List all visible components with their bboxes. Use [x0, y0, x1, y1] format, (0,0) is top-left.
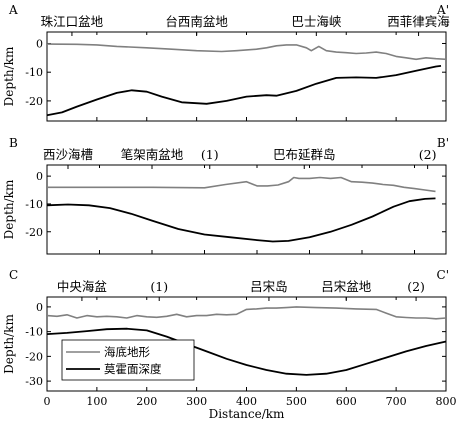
y-tick-label: 0	[36, 37, 43, 50]
plot-root: A A' 珠江口盆地 台西南盆地 巴士海峡 西菲律宾海 0 -10 -20 Depth/km B B'…	[2, 3, 457, 421]
moho-depth-line	[46, 197, 436, 243]
x-axis-label: Distance/km	[209, 407, 285, 421]
place-label: 笔架南盆地	[121, 147, 184, 162]
y-axis-label: Depth/km	[2, 46, 16, 106]
place-label: 台西南盆地	[165, 14, 228, 29]
moho-depth-line	[46, 327, 447, 376]
y-tick-label: 0	[36, 301, 43, 314]
x-tick-label: 600	[336, 395, 357, 408]
y-tick-label: 0	[36, 170, 43, 183]
y-tick-label: -10	[25, 198, 43, 211]
place-label: 吕宋盆地	[321, 279, 372, 294]
y-axis-label: Depth/km	[2, 179, 16, 239]
legend-box	[61, 339, 195, 381]
x-tick-label: 800	[436, 395, 457, 408]
seafloor-topography-line	[46, 306, 447, 320]
place-label: 中央海盆	[57, 279, 108, 294]
profile-start-label: C	[9, 268, 18, 282]
y-tick-label: -10	[25, 326, 43, 339]
x-tick-label: 300	[186, 395, 207, 408]
place-label: (2)	[419, 147, 437, 162]
place-label: 西菲律宾海	[387, 14, 450, 29]
y-axis-label: Depth/km	[2, 314, 16, 374]
x-tick-label: 100	[86, 395, 107, 408]
y-tick-label: -20	[25, 95, 43, 108]
seafloor-topography-line	[46, 43, 447, 61]
profile-start-label: B	[9, 136, 18, 150]
x-tick-label: 400	[236, 395, 257, 408]
y-tick-label: -20	[25, 350, 43, 363]
x-tick-label: 700	[386, 395, 407, 408]
y-tick-label: -30	[25, 375, 43, 388]
y-tick-label: -10	[25, 66, 43, 79]
seafloor-topography-line	[47, 176, 436, 193]
place-label: 吕宋岛	[250, 279, 288, 294]
panel-a: A A' 珠江口盆地 台西南盆地 巴士海峡 西菲律宾海 0 -10 -20 Depth/km	[2, 3, 450, 122]
legend-label: 莫霍面深度	[104, 362, 162, 376]
place-label: 珠江口盆地	[41, 14, 104, 29]
x-tick-label: 200	[136, 395, 157, 408]
x-tick-label: 500	[286, 395, 307, 408]
place-label: (1)	[201, 147, 219, 162]
panel-frame	[46, 164, 447, 255]
profile-end-label: A'	[436, 3, 449, 17]
place-label: (2)	[407, 279, 425, 294]
place-label: 巴布延群岛	[273, 147, 336, 162]
moho-depth-line	[46, 65, 442, 117]
profile-start-label: A	[8, 3, 18, 17]
panel-b: B B' 西沙海槽 笔架南盆地 (1) 巴布延群岛 (2) 0 -10 -20 Depth/km	[2, 136, 449, 255]
place-label: (1)	[150, 279, 168, 294]
place-label: 巴士海峡	[291, 14, 342, 29]
y-tick-label: -20	[25, 226, 43, 239]
profile-end-label: B'	[437, 136, 449, 150]
profile-end-label: C'	[437, 268, 449, 282]
x-tick-label: 0	[44, 395, 51, 408]
legend-label: 海底地形	[104, 345, 150, 359]
place-label: 西沙海槽	[43, 147, 93, 162]
panel-c: C C'中央海盆 (1) 吕宋岛 吕宋盆地 (2)0-10-20-300 100 200 300…	[2, 268, 457, 421]
